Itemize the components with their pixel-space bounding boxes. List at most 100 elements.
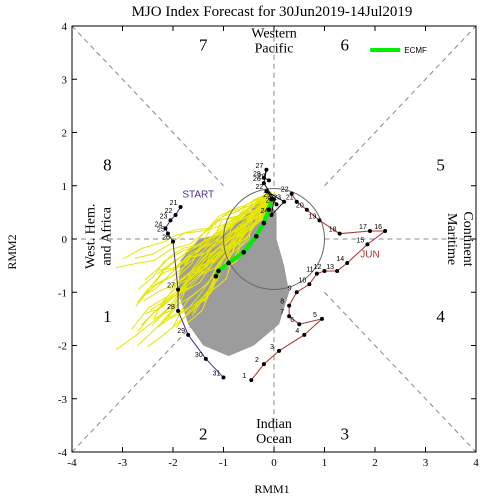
data-point-label: 28 bbox=[167, 304, 175, 311]
ensemble-member-line bbox=[167, 199, 276, 318]
phase-number: 7 bbox=[199, 36, 208, 55]
ensemble-member-line bbox=[122, 191, 272, 260]
x-axis-label: RMM1 bbox=[254, 482, 289, 496]
data-point bbox=[163, 226, 168, 231]
phase-divider-line bbox=[324, 25, 477, 187]
ensemble-member-line bbox=[115, 196, 268, 269]
data-point-label: 8 bbox=[280, 299, 284, 306]
data-point-label: 31 bbox=[213, 370, 221, 377]
data-point-label: 22 bbox=[281, 187, 289, 194]
forecast-point bbox=[266, 207, 272, 213]
y-tick-label: -3 bbox=[58, 394, 68, 406]
ensemble-member-line bbox=[131, 196, 275, 330]
phase-number: 4 bbox=[436, 307, 445, 326]
annotation-jun: JUN bbox=[360, 250, 379, 261]
data-point-label: 10 bbox=[298, 277, 306, 284]
phase-number: 1 bbox=[103, 307, 112, 326]
data-point-label: 18 bbox=[329, 227, 337, 234]
data-point-label: 28 bbox=[253, 171, 261, 178]
data-point bbox=[294, 290, 299, 295]
data-point bbox=[287, 314, 292, 319]
data-point-label: 21 bbox=[286, 195, 294, 202]
data-point-label: 26 bbox=[253, 176, 261, 183]
y-tick-label: 2 bbox=[62, 128, 68, 140]
data-point-label: 27 bbox=[167, 283, 175, 290]
y-tick-label: -1 bbox=[58, 287, 67, 299]
ensemble-spread bbox=[115, 190, 290, 357]
amplitude-unit-circle bbox=[223, 188, 325, 290]
y-tick-label: 1 bbox=[62, 181, 68, 193]
region-label-bottom: Ocean bbox=[256, 432, 292, 447]
ensemble-member-line bbox=[136, 192, 269, 304]
phase-number: 5 bbox=[436, 155, 445, 174]
data-point-label: 22 bbox=[165, 208, 173, 215]
data-point bbox=[302, 332, 307, 337]
data-point bbox=[171, 239, 175, 244]
ensemble-member-line bbox=[176, 195, 272, 295]
data-point-label: 12 bbox=[314, 264, 322, 271]
data-point bbox=[294, 199, 299, 204]
data-point-label: 25 bbox=[263, 192, 271, 199]
forecast-point bbox=[269, 196, 274, 202]
region-label-left: West. Hem. bbox=[84, 204, 99, 269]
annotation-start: START bbox=[182, 189, 214, 200]
forecast-point bbox=[254, 234, 259, 239]
data-point bbox=[277, 348, 282, 353]
region-label-right: Continent bbox=[460, 211, 475, 266]
data-point bbox=[168, 218, 173, 223]
data-point bbox=[287, 303, 292, 308]
data-point bbox=[314, 271, 319, 276]
unit-circle bbox=[223, 188, 325, 290]
legend-label-ecmf: ECMF bbox=[404, 46, 427, 55]
data-point bbox=[297, 322, 302, 327]
data-point bbox=[173, 213, 178, 218]
forecast-point bbox=[241, 250, 246, 255]
data-point-label: 27 bbox=[256, 163, 264, 170]
data-point bbox=[365, 242, 370, 247]
data-point bbox=[274, 202, 279, 207]
data-point bbox=[186, 332, 191, 337]
y-tick-label: -2 bbox=[58, 341, 67, 353]
region-label-top: Western bbox=[251, 27, 297, 42]
data-point-label: 7 bbox=[280, 309, 284, 316]
data-point-label: 3 bbox=[270, 344, 274, 351]
legend: ECMF bbox=[370, 46, 427, 55]
forecast-point bbox=[226, 260, 231, 266]
phase-number: 8 bbox=[103, 155, 112, 174]
data-point bbox=[203, 356, 208, 361]
data-point bbox=[304, 207, 309, 212]
region-label-top: Pacific bbox=[255, 42, 294, 57]
data-point-label: 29 bbox=[177, 328, 185, 335]
data-point bbox=[178, 205, 183, 210]
forecast-point bbox=[261, 220, 267, 226]
data-point bbox=[335, 268, 340, 273]
data-point bbox=[264, 189, 269, 194]
data-point-label: 19 bbox=[309, 213, 317, 220]
data-point bbox=[345, 260, 350, 265]
x-tick-label: -4 bbox=[67, 457, 77, 469]
data-point bbox=[383, 229, 388, 234]
x-tick-label: -1 bbox=[219, 457, 228, 469]
data-point bbox=[337, 231, 342, 236]
region-label-bottom: Indian bbox=[256, 417, 292, 432]
chart-title: MJO Index Forecast for 30Jun2019-14Jul20… bbox=[132, 4, 413, 20]
ensemble-envelope bbox=[178, 196, 290, 357]
data-point-label: 15 bbox=[357, 237, 365, 244]
data-point bbox=[261, 362, 266, 367]
x-tick-label: 4 bbox=[473, 457, 479, 469]
region-label-left: and Africa bbox=[100, 206, 115, 265]
data-point-label: 21 bbox=[170, 200, 178, 207]
x-tick-label: 2 bbox=[372, 457, 378, 469]
data-point-label: 6 bbox=[290, 317, 294, 324]
data-point-label: 29 bbox=[258, 173, 266, 180]
data-point-label: 14 bbox=[336, 256, 344, 263]
data-point bbox=[261, 181, 266, 186]
series-line-jun bbox=[250, 193, 387, 381]
data-point-label: 30 bbox=[195, 352, 203, 359]
ensemble-member-line bbox=[153, 194, 274, 284]
y-tick-label: -4 bbox=[58, 447, 68, 459]
data-point bbox=[266, 178, 271, 183]
data-point-label: 25 bbox=[157, 227, 165, 234]
